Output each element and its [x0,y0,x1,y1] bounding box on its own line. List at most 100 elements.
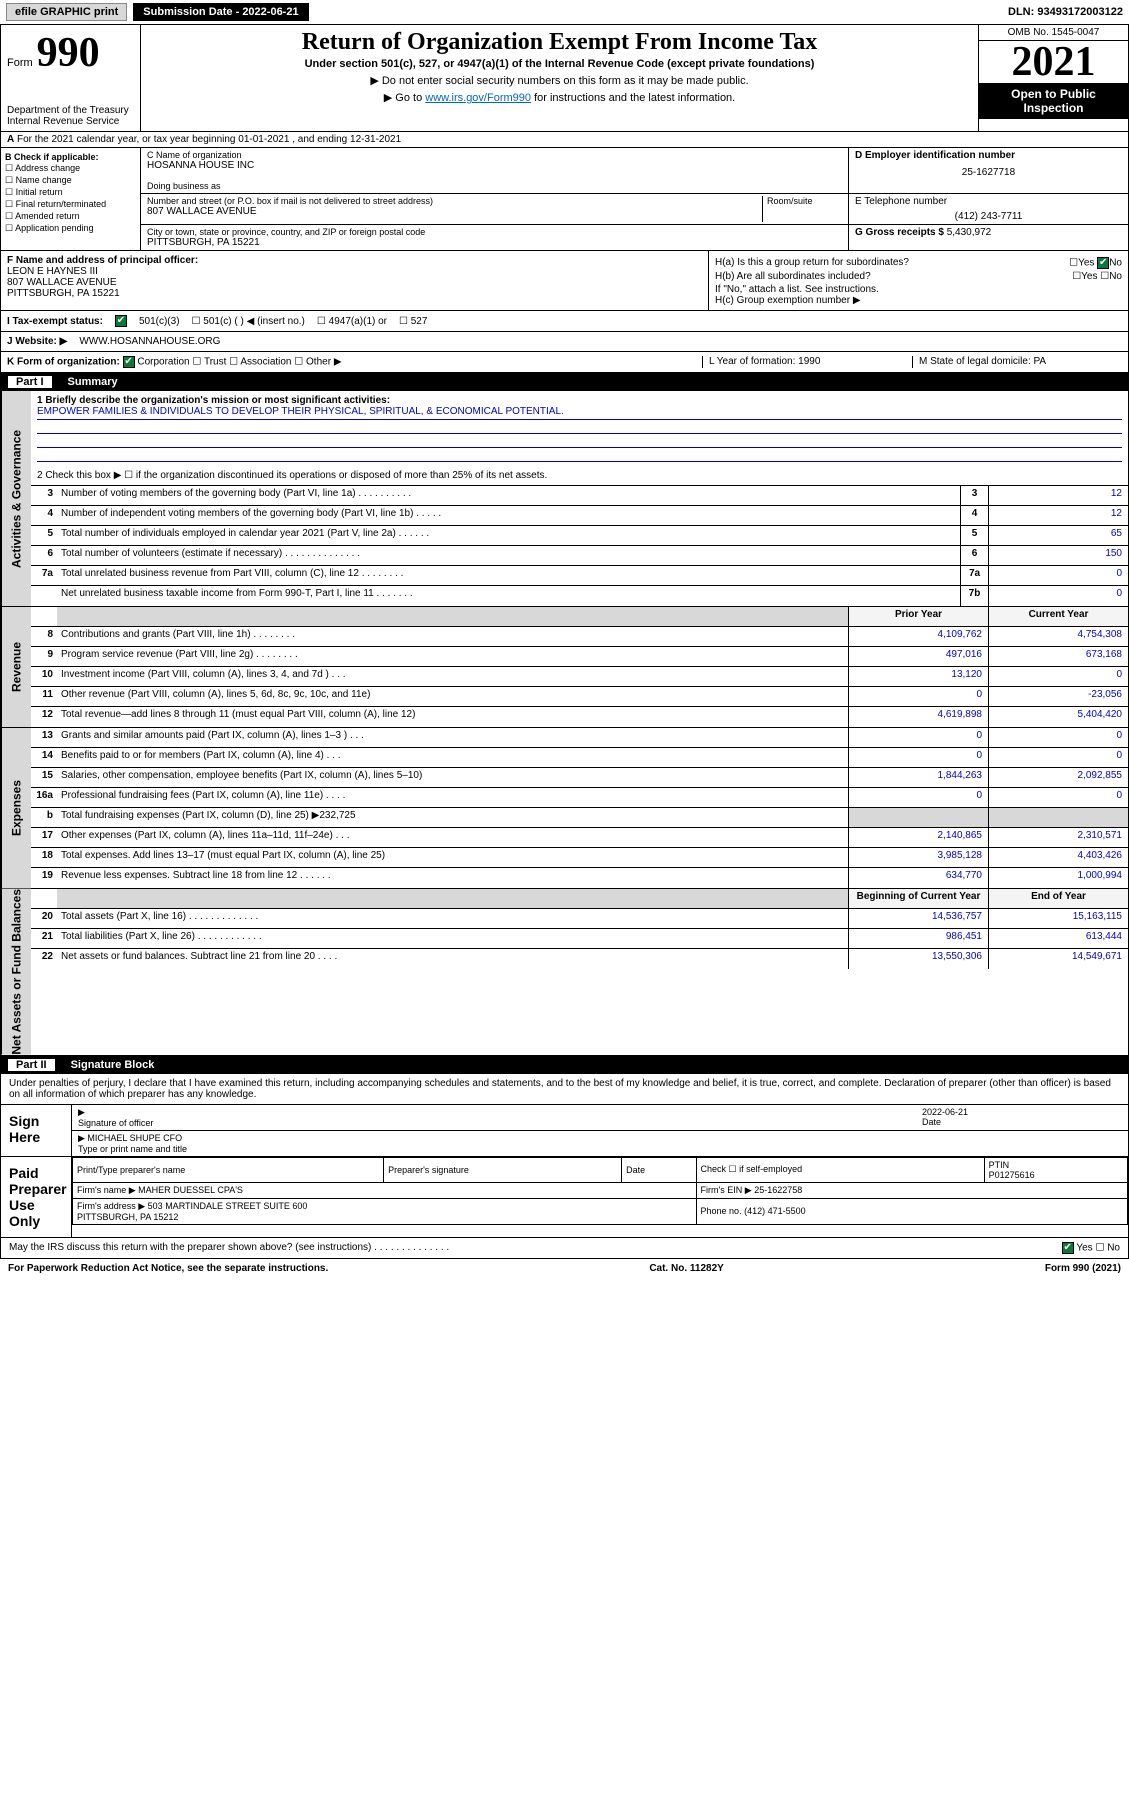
governance-section: Activities & Governance 1 Briefly descri… [0,391,1129,607]
row-j: J Website: ▶ WWW.HOSANNAHOUSE.ORG [0,332,1129,352]
col-cd: C Name of organization HOSANNA HOUSE INC… [141,148,1128,250]
data-line: 8Contributions and grants (Part VIII, li… [31,627,1128,647]
begin-year-hdr: Beginning of Current Year [848,889,988,908]
mission-block: 1 Briefly describe the organization's mi… [31,391,1128,486]
part2-title: Signature Block [71,1059,155,1071]
mission-q: 1 Briefly describe the organization's mi… [37,395,1122,406]
efile-btn[interactable]: efile GRAPHIC print [6,3,127,21]
phone-label: E Telephone number [855,196,1122,207]
data-line: 13Grants and similar amounts paid (Part … [31,728,1128,748]
form-number: 990 [37,29,100,77]
data-line: 12Total revenue—add lines 8 through 11 (… [31,707,1128,727]
signature-block: Under penalties of perjury, I declare th… [0,1074,1129,1259]
cat-number: Cat. No. 11282Y [649,1263,723,1274]
irs-link[interactable]: www.irs.gov/Form990 [425,92,531,104]
sign-here-label: Sign Here [1,1105,71,1156]
gov-line: 6Total number of volunteers (estimate if… [31,546,1128,566]
preparer-table: Print/Type preparer's name Preparer's si… [72,1157,1128,1225]
header-right: OMB No. 1545-0047 2021 Open to Public In… [978,25,1128,131]
declaration-text: Under penalties of perjury, I declare th… [1,1074,1128,1104]
hb-note: If "No," attach a list. See instructions… [715,284,1122,295]
data-line: 15Salaries, other compensation, employee… [31,768,1128,788]
part1-num: Part I [8,376,52,388]
gov-line: 3Number of voting members of the governi… [31,486,1128,506]
hc-label: H(c) Group exemption number ▶ [715,295,1122,306]
part1-title: Summary [68,376,118,388]
officer-sig-name: MICHAEL SHUPE CFO [87,1133,182,1143]
data-line: 19Revenue less expenses. Subtract line 1… [31,868,1128,888]
note-link: ▶ Go to www.irs.gov/Form990 for instruct… [149,91,970,104]
form-subtitle: Under section 501(c), 527, or 4947(a)(1)… [149,58,970,70]
street-label: Number and street (or P.O. box if mail i… [147,196,762,206]
section-fh: F Name and address of principal officer:… [0,251,1129,311]
expenses-section: Expenses 13Grants and similar amounts pa… [0,728,1129,889]
paperwork-notice: For Paperwork Reduction Act Notice, see … [8,1263,328,1274]
data-line: 9Program service revenue (Part VIII, lin… [31,647,1128,667]
form-title: Return of Organization Exempt From Incom… [149,29,970,56]
data-line: 16aProfessional fundraising fees (Part I… [31,788,1128,808]
prior-year-hdr: Prior Year [848,607,988,626]
submission-date: Submission Date - 2022-06-21 [133,3,308,21]
corp-check: ✔ [123,356,135,368]
city-value: PITTSBURGH, PA 15221 [147,237,842,248]
data-line: 20Total assets (Part X, line 16) . . . .… [31,909,1128,929]
ha-label: H(a) Is this a group return for subordin… [715,257,909,269]
tab-netassets: Net Assets or Fund Balances [1,889,31,1055]
dba-label: Doing business as [147,181,842,191]
line2: 2 Check this box ▶ ☐ if the organization… [37,470,1122,481]
chk-name[interactable]: ☐ Name change [5,175,136,186]
data-line: 21Total liabilities (Part X, line 26) . … [31,929,1128,949]
chk-final[interactable]: ☐ Final return/terminated [5,199,136,210]
gov-line: 7aTotal unrelated business revenue from … [31,566,1128,586]
gov-line: 5Total number of individuals employed in… [31,526,1128,546]
data-line: 17Other expenses (Part IX, column (A), l… [31,828,1128,848]
open-inspection: Open to Public Inspection [979,83,1128,119]
officer-addr: 807 WALLACE AVENUE PITTSBURGH, PA 15221 [7,277,702,299]
tax-year: 2021 [979,41,1128,83]
website-value[interactable]: WWW.HOSANNAHOUSE.ORG [79,336,220,347]
note-ssn: ▶ Do not enter social security numbers o… [149,74,970,87]
data-line: 11Other revenue (Part VIII, column (A), … [31,687,1128,707]
hb-label: H(b) Are all subordinates included? [715,271,871,282]
row-klm: K Form of organization: ✔ Corporation ☐ … [0,352,1129,373]
501c3-check: ✔ [115,315,127,327]
box-h: H(a) Is this a group return for subordin… [708,251,1128,310]
tab-revenue: Revenue [1,607,31,727]
revenue-section: Revenue Prior Year Current Year 8Contrib… [0,607,1129,728]
state-domicile: M State of legal domicile: PA [912,356,1122,368]
box-b-label: B Check if applicable: [5,152,136,162]
form-org-label: K Form of organization: [7,357,120,368]
officer-name: LEON E HAYNES III [7,266,702,277]
treasury-dept: Department of the Treasury Internal Reve… [7,105,134,127]
part2-num: Part II [8,1059,55,1071]
phone-value: (412) 243-7711 [855,211,1122,222]
year-formation: L Year of formation: 1990 [702,356,912,368]
part1-header: Part I Summary [0,373,1129,391]
mission-text: EMPOWER FAMILIES & INDIVIDUALS TO DEVELO… [37,406,1122,420]
na-header-row: Beginning of Current Year End of Year [31,889,1128,909]
city-label: City or town, state or province, country… [147,227,842,237]
current-year-hdr: Current Year [988,607,1128,626]
data-line: 22Net assets or fund balances. Subtract … [31,949,1128,969]
chk-amended[interactable]: ☐ Amended return [5,211,136,222]
footer: For Paperwork Reduction Act Notice, see … [0,1259,1129,1278]
website-label: J Website: ▶ [7,336,67,347]
line-a: A For the 2021 calendar year, or tax yea… [0,132,1129,148]
tab-expenses: Expenses [1,728,31,888]
chk-address[interactable]: ☐ Address change [5,163,136,174]
section-bcdeg: B Check if applicable: ☐ Address change … [0,148,1129,251]
officer-label: F Name and address of principal officer: [7,255,702,266]
form-header: Form 990 Department of the Treasury Inte… [0,25,1129,132]
chk-initial[interactable]: ☐ Initial return [5,187,136,198]
rev-header-row: Prior Year Current Year [31,607,1128,627]
row-i: I Tax-exempt status: ✔501(c)(3) ☐ 501(c)… [0,311,1129,332]
end-year-hdr: End of Year [988,889,1128,908]
data-line: bTotal fundraising expenses (Part IX, co… [31,808,1128,828]
box-b: B Check if applicable: ☐ Address change … [1,148,141,250]
gross-receipts-label: G Gross receipts $ [855,227,944,238]
chk-pending[interactable]: ☐ Application pending [5,223,136,234]
form-ref: Form 990 (2021) [1045,1263,1121,1274]
top-bar: efile GRAPHIC print Submission Date - 20… [0,0,1129,25]
org-name: HOSANNA HOUSE INC [147,160,842,171]
data-line: 10Investment income (Part VIII, column (… [31,667,1128,687]
